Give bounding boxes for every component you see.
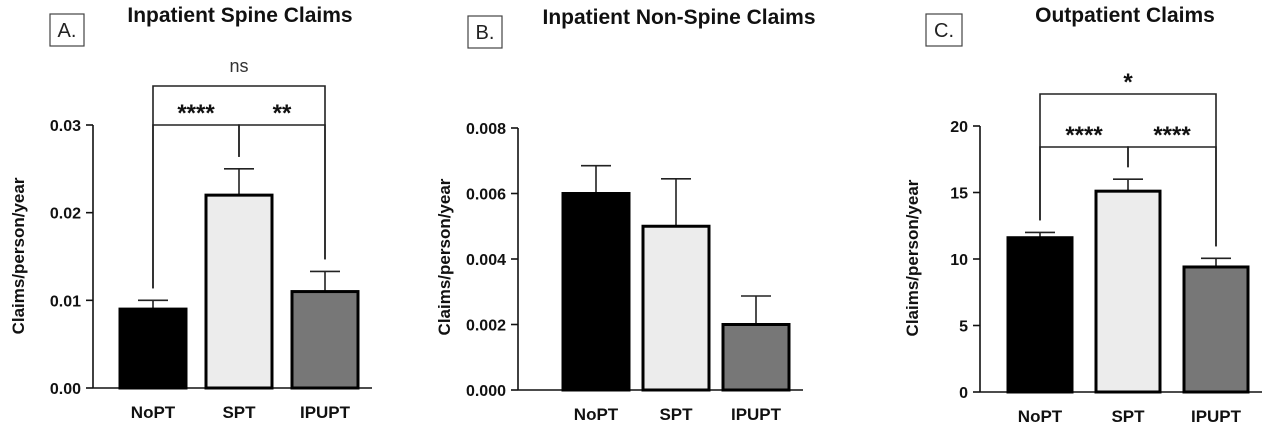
y-axis-label: Claims/person/year [9, 177, 28, 334]
chart-panel-2: B. Inpatient Non-Spine Claims Claims/perso… [435, 6, 816, 424]
x-tick-label: NoPT [574, 405, 619, 424]
y-tick-label: 0.006 [466, 187, 506, 204]
x-tick-label: SPT [222, 403, 256, 422]
chart-title: Inpatient Spine Claims [127, 4, 352, 27]
chart-title: Outpatient Claims [1035, 4, 1215, 27]
y-tick-label: 20 [950, 119, 968, 136]
y-tick-label: 0.000 [466, 383, 506, 400]
x-tick-label: IPUPT [731, 405, 782, 424]
significance-label: ns [229, 56, 248, 76]
y-tick-label: 0.008 [466, 121, 506, 138]
y-tick-label: 0.004 [466, 252, 506, 269]
bar-nopt [118, 307, 188, 390]
y-tick-label: 0.03 [50, 118, 81, 135]
x-tick-label: IPUPT [1191, 407, 1242, 426]
bar-ipupt [290, 290, 360, 390]
significance-label: **** [1153, 122, 1191, 149]
y-tick-label: 0.02 [50, 206, 81, 223]
x-tick-label: NoPT [131, 403, 176, 422]
x-tick-label: SPT [659, 405, 693, 424]
chart-title: Inpatient Non-Spine Claims [542, 6, 815, 29]
bar-spt [1094, 189, 1162, 394]
x-tick-label: IPUPT [300, 403, 351, 422]
significance-label: **** [177, 100, 215, 127]
y-tick-label: 5 [959, 319, 968, 336]
bar-ipupt [1182, 265, 1250, 394]
significance-label: **** [1065, 122, 1103, 149]
y-tick-label: 0 [959, 385, 968, 402]
bar-nopt [561, 192, 631, 392]
panel-label-box [925, 13, 963, 47]
y-tick-label: 0.002 [466, 318, 506, 335]
significance-bracket [1039, 93, 1217, 247]
y-axis-label: Claims/person/year [435, 178, 454, 335]
chart-panel-3: C. Outpatient Claims Claims/person/year 0 5 1… [903, 4, 1262, 426]
chart-panel-1: A. Inpatient Spine Claims Claims/person/ye… [9, 4, 372, 422]
panel-label: B. [476, 22, 495, 44]
bar-spt [641, 224, 711, 392]
significance-bracket [152, 85, 326, 289]
x-tick-label: NoPT [1018, 407, 1063, 426]
y-axis-label: Claims/person/year [903, 179, 922, 336]
panel-label: C. [934, 20, 954, 42]
x-tick-label: SPT [1111, 407, 1145, 426]
y-tick-label: 0.01 [50, 293, 81, 310]
panel-label-box [467, 15, 503, 49]
significance-label: * [1123, 69, 1133, 96]
y-tick-label: 15 [950, 186, 968, 203]
bar-spt [204, 193, 274, 390]
panel-label-box [49, 13, 85, 47]
bar-ipupt [721, 323, 791, 392]
significance-label: ** [273, 100, 292, 127]
panel-label: A. [58, 20, 77, 42]
y-tick-label: 10 [950, 252, 968, 269]
bar-nopt [1006, 236, 1074, 394]
y-tick-label: 0.00 [50, 381, 81, 398]
